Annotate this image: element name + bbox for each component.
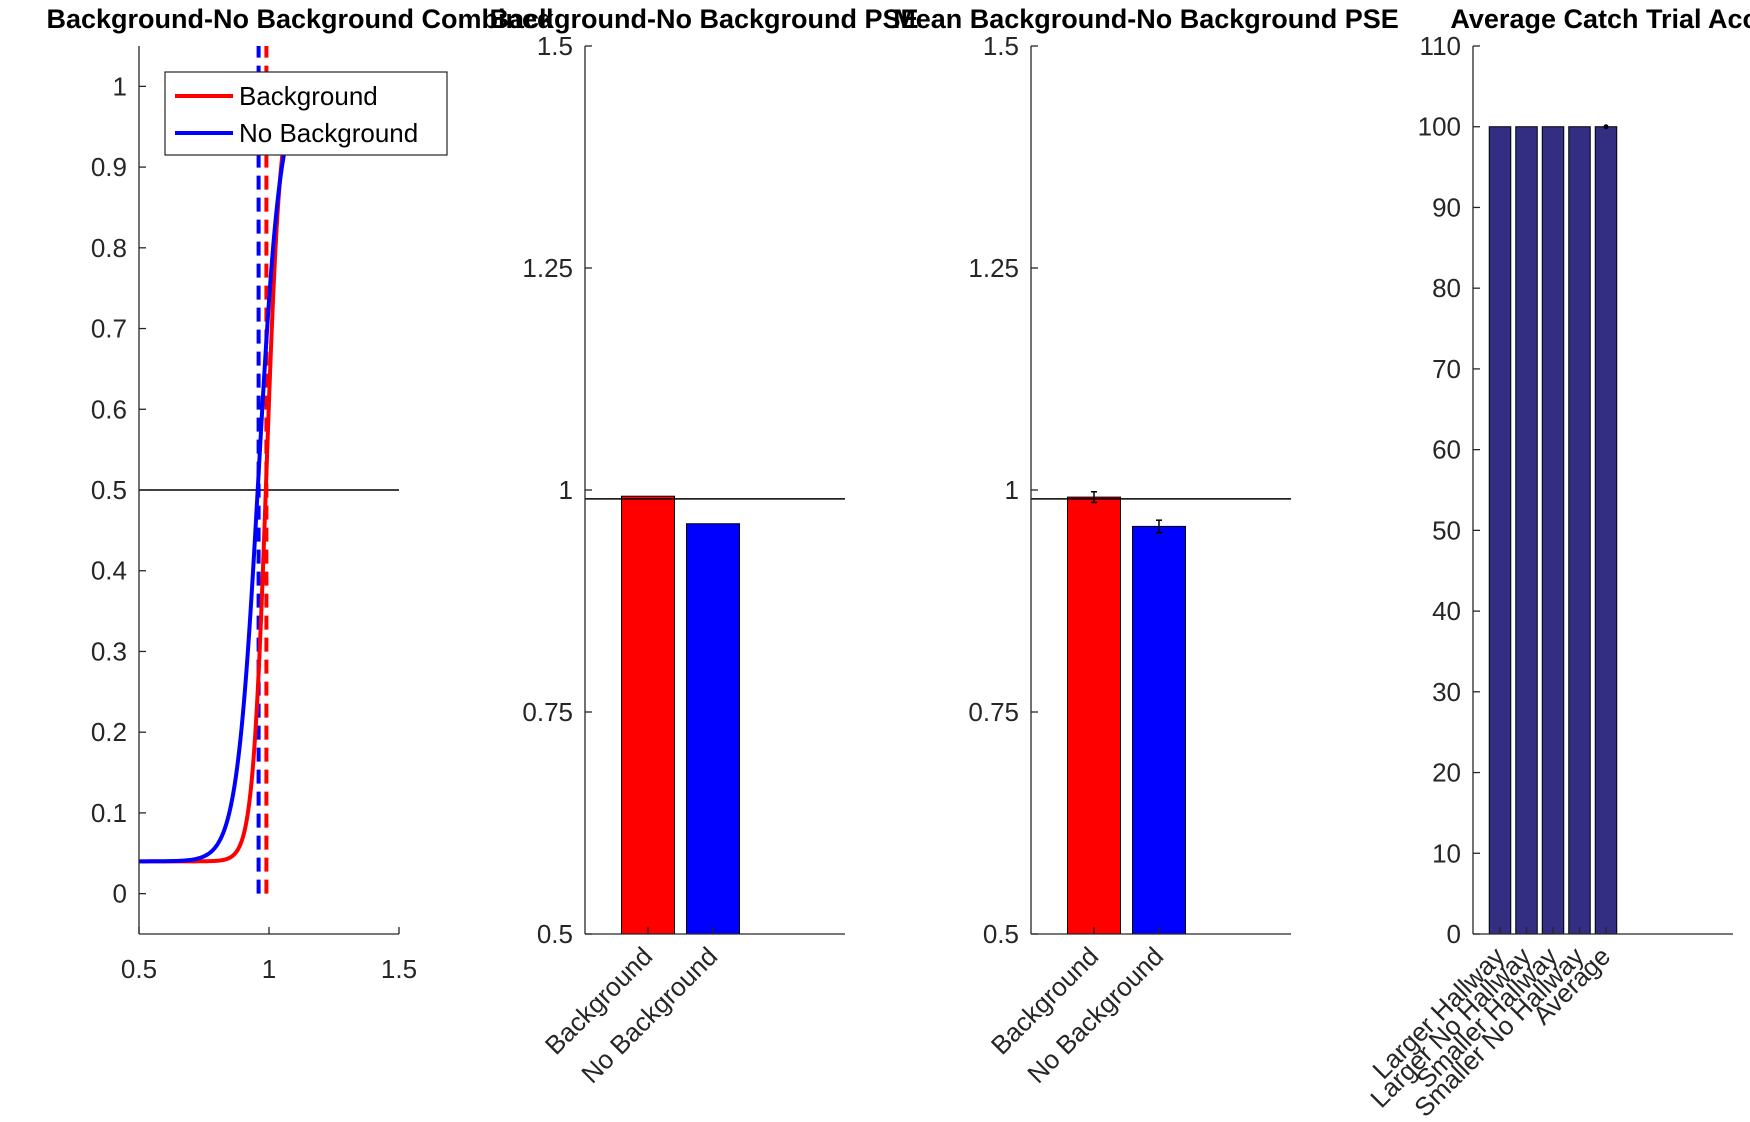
panel4-y-tick-label-4: 40 <box>1432 596 1461 626</box>
panel1-x-tick-label-1: 1 <box>262 954 276 984</box>
panel1-y-tick-label-8: 0.8 <box>91 233 127 263</box>
panel2-title: Background-No Background PSE <box>489 4 918 34</box>
panel3-y-tick-label-3: 1.25 <box>968 253 1019 283</box>
panel4-bar-3 <box>1568 126 1591 935</box>
panel2-bar-0 <box>621 495 675 935</box>
panel1-legend-label-1: No Background <box>239 118 418 148</box>
panel1-curve-0 <box>139 84 399 864</box>
panel4-bar-4 <box>1594 126 1618 935</box>
panel2-y-tick-label-4: 1.5 <box>537 31 573 61</box>
panel1-y-tick-label-7: 0.7 <box>91 314 127 344</box>
panel3-bar-0 <box>1067 496 1121 935</box>
panel4-y-tick-label-11: 110 <box>1420 31 1461 61</box>
panel1-x-tick-label-0: 0.5 <box>121 954 157 984</box>
panel4-y-tick-label-8: 80 <box>1432 273 1461 303</box>
panel3-bar-1 <box>1132 525 1186 935</box>
panel4-y-tick-label-10: 100 <box>1418 112 1461 142</box>
panel1-y-tick-label-3: 0.3 <box>91 636 127 666</box>
panel1-legend-label-0: Background <box>239 81 378 111</box>
panel2-y-tick-label-2: 1 <box>559 475 573 505</box>
panel4-bar-1 <box>1515 126 1538 935</box>
panel1-y-tick-label-10: 1 <box>113 71 127 101</box>
panel4-y-tick-label-9: 90 <box>1432 192 1461 222</box>
panel1-y-tick-label-1: 0.1 <box>91 798 127 828</box>
panel1-y-tick-label-2: 0.2 <box>91 717 127 747</box>
panel3-y-tick-label-1: 0.75 <box>968 697 1019 727</box>
panel1-y-tick-label-6: 0.6 <box>91 394 127 424</box>
panel1-y-tick-label-0: 0 <box>113 879 127 909</box>
panel1-y-tick-label-4: 0.4 <box>91 556 127 586</box>
panel4-y-tick-label-3: 30 <box>1432 677 1461 707</box>
panel4-y-tick-label-5: 50 <box>1432 515 1461 545</box>
panel3-y-tick-label-2: 1 <box>1005 475 1019 505</box>
panel4-y-tick-label-7: 70 <box>1432 354 1461 384</box>
panel4-bar-2 <box>1541 126 1565 935</box>
panel4-title: Average Catch Trial Accuracy <box>1450 4 1750 34</box>
panel3-y-tick-label-4: 1.5 <box>983 31 1019 61</box>
panel3-title: Mean Background-No Background PSE <box>893 4 1399 34</box>
panel4-y-tick-label-1: 10 <box>1432 838 1461 868</box>
panel4-bar-0 <box>1488 126 1512 935</box>
panel1-y-tick-label-9: 0.9 <box>91 152 127 182</box>
panel1-x-tick-label-2: 1.5 <box>381 954 417 984</box>
panel1-title: Background-No Background Combined <box>46 4 553 34</box>
panel4-mean-dot <box>1603 124 1609 130</box>
panel4-y-tick-label-2: 20 <box>1432 758 1461 788</box>
panel1-legend-box <box>164 71 448 156</box>
panel2-y-tick-label-3: 1.25 <box>522 253 573 283</box>
panel2-y-tick-label-0: 0.5 <box>537 919 573 949</box>
panel4-y-tick-label-6: 60 <box>1432 435 1461 465</box>
panel3-y-tick-label-0: 0.5 <box>983 919 1019 949</box>
panel2-y-tick-label-1: 0.75 <box>522 697 573 727</box>
panel2-bar-1 <box>686 523 740 935</box>
panel1-curve-1 <box>139 84 399 864</box>
panel1-y-tick-label-5: 0.5 <box>91 475 127 505</box>
panel4-y-tick-label-0: 0 <box>1447 919 1461 949</box>
